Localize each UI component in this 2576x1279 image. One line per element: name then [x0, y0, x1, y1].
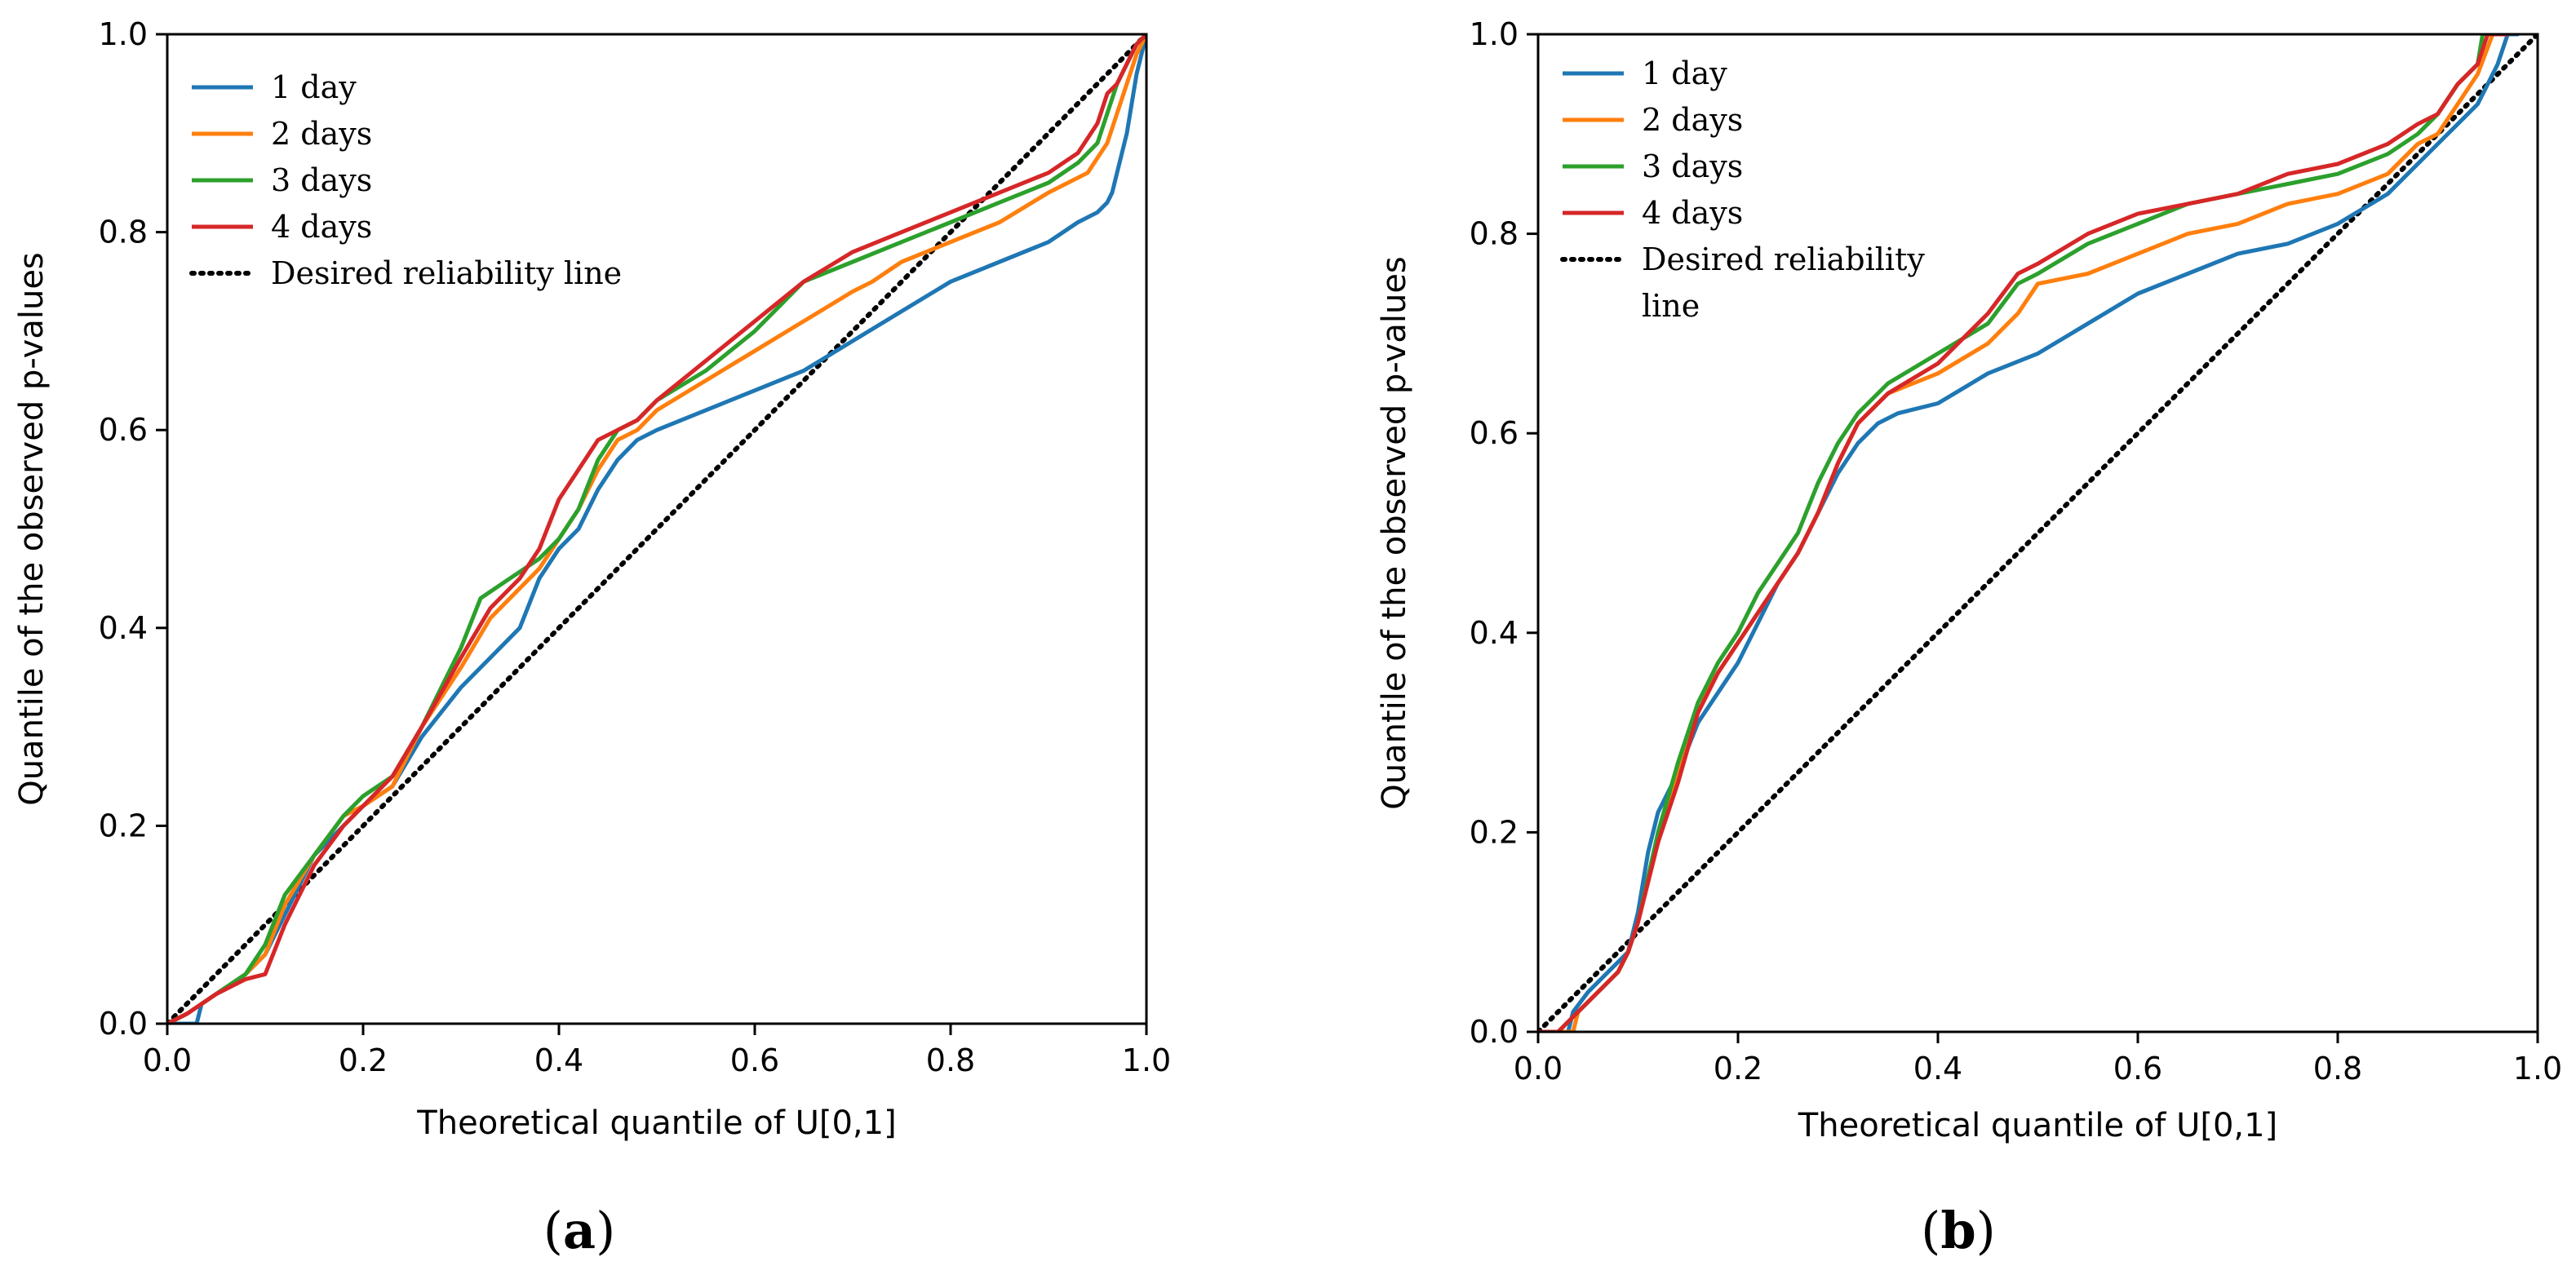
panel-b-chart: 0.0 0.2 0.4 0.6 0.8 1.0 0.0 0.2 0.4 0.6 0.8 1.0 Theo…	[1376, 16, 2562, 1260]
panel-b-series-line-1	[1538, 34, 2520, 1032]
panel-a-label: (a)	[543, 1201, 616, 1260]
panel-b-legend-label-3: 3 days	[1642, 148, 1743, 184]
panel-b-label: (b)	[1921, 1201, 1996, 1260]
panel-b-legend-label-1: 1 day	[1642, 55, 1727, 91]
panel-a-x-tick-label-4: 0.8	[926, 1042, 975, 1078]
panel-a-x-axis-label: Theoretical quantile of U[0,1]	[416, 1104, 896, 1142]
panel-a-legend-label-2: 2 days	[271, 116, 372, 152]
panel-a-legend-label-4: 4 days	[271, 209, 372, 245]
panel-b-x-tick-label-1: 0.2	[1714, 1051, 1762, 1086]
panel-a-x-tick-label-5: 1.0	[1122, 1042, 1171, 1078]
panel-b-y-tick-label-4: 0.8	[1470, 216, 1519, 252]
panel-a-x-tick-label-1: 0.2	[339, 1042, 388, 1078]
panel-a-y-tick-label-2: 0.4	[99, 610, 148, 646]
panel-a-series-line-1	[167, 34, 1146, 1024]
panel-b-x-tick-label-5: 1.0	[2513, 1051, 2562, 1086]
panel-b-reference-line	[1538, 34, 2538, 1032]
panel-b-x-tick-label-0: 0.0	[1514, 1051, 1563, 1086]
panel-a-y-tick-label-4: 0.8	[99, 215, 148, 250]
panel-b-y-tick-label-3: 0.6	[1470, 415, 1519, 451]
panel-a-x-tick-label-2: 0.4	[534, 1042, 583, 1078]
panel-a-legend-label-3: 3 days	[271, 162, 372, 198]
panel-b-y-tick-label-1: 0.2	[1470, 814, 1519, 850]
panel-b-plot-frame	[1536, 33, 2539, 1033]
panel-b-x-axis-label: Theoretical quantile of U[0,1]	[1798, 1107, 2277, 1144]
panel-b-x-tick-label-2: 0.4	[1913, 1051, 1962, 1086]
panel-a-y-tick-label-1: 0.2	[99, 808, 148, 843]
panel-a-y-tick-label-3: 0.6	[99, 412, 148, 448]
panel-a-y-axis-label: Quantile of the observed p-values	[13, 252, 51, 806]
panel-a-y-tick-label-0: 0.0	[99, 1006, 148, 1042]
panel-a-legend-label-1: 1 day	[271, 69, 357, 105]
panel-b-legend-label-reference-1: Desired reliability	[1642, 241, 1925, 277]
panel-b-series-line-4	[1538, 34, 2510, 1032]
panel-b-y-axis-label: Quantile of the observed p-values	[1376, 256, 1413, 810]
panel-a-chart: 0.0 0.2 0.4 0.6 0.8 1.0 0.0 0.2 0.4 0.6 0.8 1.0 Theo…	[13, 16, 1171, 1260]
panel-b-x-tick-label-3: 0.6	[2113, 1051, 2162, 1086]
panel-a-y-tick-label-5: 1.0	[99, 16, 148, 52]
panel-b-legend-label-4: 4 days	[1642, 195, 1743, 231]
panel-b-legend: 1 day 2 days 3 days 4 days Desired reliabili…	[1560, 55, 1925, 324]
panel-b-legend-label-2: 2 days	[1642, 102, 1743, 138]
panel-b-y-tick-label-2: 0.4	[1470, 615, 1519, 651]
panel-b-y-tick-label-5: 1.0	[1470, 16, 1519, 52]
panel-a-plot-frame	[166, 33, 1148, 1025]
panel-a-series-line-4	[167, 34, 1146, 1024]
panel-b-x-tick-label-4: 0.8	[2313, 1051, 2362, 1086]
panel-a-x-tick-label-0: 0.0	[143, 1042, 192, 1078]
panel-a-legend: 1 day 2 days 3 days 4 days Desired reliabili…	[189, 69, 622, 291]
panel-b-y-tick-label-0: 0.0	[1470, 1014, 1519, 1050]
panel-a-x-tick-label-3: 0.6	[730, 1042, 779, 1078]
panel-b-legend-label-reference-2: line	[1642, 288, 1700, 324]
panel-a-legend-label-reference-1: Desired reliability line	[271, 255, 622, 291]
